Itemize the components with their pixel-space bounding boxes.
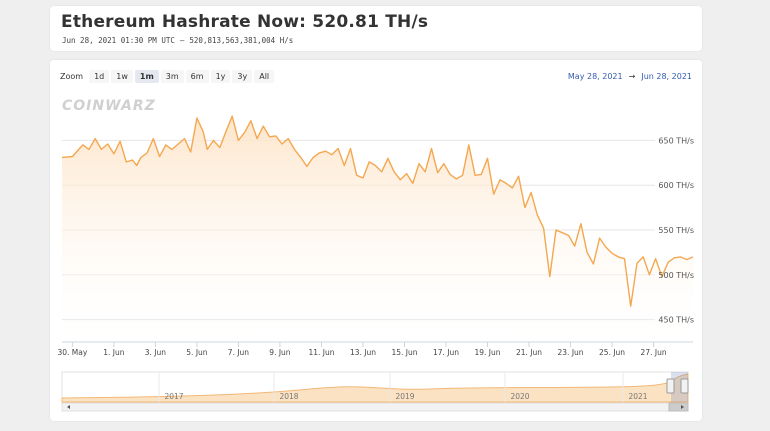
y-tick-label: 600 TH/s bbox=[658, 181, 694, 190]
scroll-left-icon bbox=[67, 405, 70, 409]
zoom-button-1w[interactable]: 1w bbox=[111, 70, 133, 83]
chart-card: Zoom 1d 1w 1m 3m 6m 1y 3y All May 28, 20… bbox=[50, 60, 702, 421]
area-fill bbox=[62, 116, 693, 342]
hashrate-series-line bbox=[61, 115, 694, 307]
zoom-toolbar: Zoom 1d 1w 1m 3m 6m 1y 3y All bbox=[60, 70, 275, 83]
x-tick-label: 7. Jun bbox=[228, 348, 250, 357]
y-tick-label: 650 TH/s bbox=[658, 136, 694, 145]
scrollbar-thumb bbox=[668, 402, 689, 412]
x-tick-label: 17. Jun bbox=[433, 348, 459, 357]
range-arrow-icon: → bbox=[628, 72, 636, 81]
navigator-year-label: 2020 bbox=[510, 392, 529, 401]
navigator-year-label: 2019 bbox=[395, 392, 414, 401]
timestamp: Jun 28, 2021 01:30 PM UTC bbox=[62, 36, 175, 45]
x-tick-label: 3. Jun bbox=[145, 348, 167, 357]
zoom-button-1d[interactable]: 1d bbox=[89, 70, 110, 83]
navigator-handle-right bbox=[680, 378, 689, 394]
zoom-button-1y[interactable]: 1y bbox=[210, 70, 231, 83]
x-tick-label: 13. Jun bbox=[350, 348, 376, 357]
range-to-input[interactable]: Jun 28, 2021 bbox=[641, 72, 692, 81]
y-tick-label: 550 TH/s bbox=[658, 226, 694, 235]
scroll-right-icon bbox=[681, 405, 684, 409]
zoom-button-3y[interactable]: 3y bbox=[232, 70, 253, 83]
page-title: Ethereum Hashrate Now: 520.81 TH/s bbox=[61, 12, 429, 32]
y-axis-labels: 450 TH/s 500 TH/s 550 TH/s 600 TH/s 650 TH/s bbox=[658, 136, 694, 324]
navigator-year-label: 2017 bbox=[164, 392, 183, 401]
x-tick-label: 19. Jun bbox=[474, 348, 500, 357]
navigator-handle-left bbox=[666, 378, 675, 394]
area-layer bbox=[61, 115, 694, 343]
navigator-year-label: 2021 bbox=[628, 392, 647, 401]
hashrate-hashes: 520,813,563,381,004 H/s bbox=[189, 36, 294, 45]
x-tick-label: 30. May bbox=[57, 348, 87, 357]
navigator-scrollbar bbox=[61, 402, 689, 412]
x-tick-label: 1. Jun bbox=[103, 348, 125, 357]
navigator-area bbox=[61, 373, 689, 403]
x-tick-label: 25. Jun bbox=[599, 348, 625, 357]
y-tick-label: 500 TH/s bbox=[658, 271, 694, 280]
x-tick-label: 21. Jun bbox=[516, 348, 542, 357]
y-tick-label: 450 TH/s bbox=[658, 316, 694, 325]
navigator[interactable]: 2017 2018 2019 2020 2021 bbox=[61, 371, 689, 412]
x-tick-label: 15. Jun bbox=[391, 348, 417, 357]
coinwarz-logo: COINWARZ bbox=[62, 98, 156, 114]
hashrate-chart: 450 TH/s 500 TH/s 550 TH/s 600 TH/s 650 TH/s… bbox=[57, 115, 694, 412]
x-axis-labels: 30. May 1. Jun 3. Jun 5. Jun 7. Jun 9. Jun 11.… bbox=[57, 342, 667, 357]
header-card: Ethereum Hashrate Now: 520.81 TH/s Jun 2… bbox=[50, 6, 702, 51]
x-tick-label: 9. Jun bbox=[269, 348, 291, 357]
x-tick-label: 11. Jun bbox=[308, 348, 334, 357]
range-from-input[interactable]: May 28, 2021 bbox=[567, 72, 623, 81]
x-tick-label: 23. Jun bbox=[558, 348, 584, 357]
zoom-button-6m[interactable]: 6m bbox=[185, 70, 209, 83]
zoom-button-3m[interactable]: 3m bbox=[160, 70, 184, 83]
zoom-button-all[interactable]: All bbox=[254, 70, 275, 83]
navigator-year-label: 2018 bbox=[279, 392, 298, 401]
x-tick-label: 5. Jun bbox=[186, 348, 208, 357]
x-tick-label: 27. Jun bbox=[641, 348, 667, 357]
subtitle: Jun 28, 2021 01:30 PM UTC –520,813,563,38… bbox=[62, 36, 293, 45]
zoom-button-1m[interactable]: 1m bbox=[134, 70, 159, 83]
date-range: May 28, 2021 → Jun 28, 2021 bbox=[568, 72, 692, 81]
zoom-label: Zoom bbox=[60, 72, 84, 81]
subtitle-separator: – bbox=[179, 36, 185, 45]
